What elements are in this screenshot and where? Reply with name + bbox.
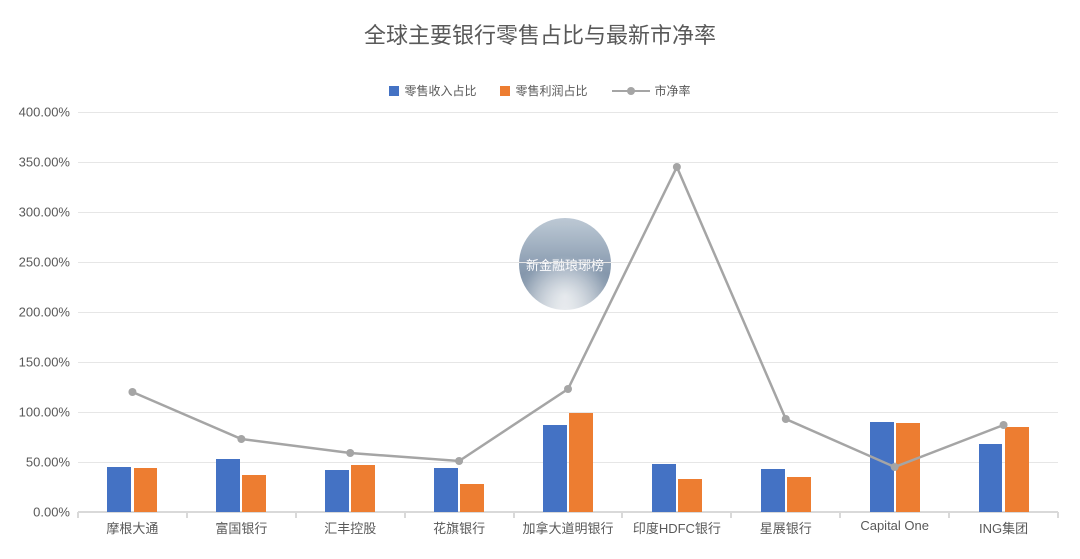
line-path [132, 167, 1003, 467]
x-axis-label: 印度HDFC银行 [633, 518, 721, 537]
x-axis-tick [1057, 512, 1059, 518]
y-axis-label: 50.00% [26, 455, 78, 470]
line-marker [891, 463, 899, 471]
x-axis-label: ING集团 [979, 518, 1028, 537]
y-axis-label: 300.00% [19, 205, 78, 220]
x-axis-label: 摩根大通 [106, 518, 158, 537]
x-axis-tick [295, 512, 297, 518]
y-axis-label: 0.00% [33, 505, 78, 520]
line-marker [455, 457, 463, 465]
legend-item: 零售利润占比 [500, 82, 587, 99]
line-series-svg [78, 112, 1058, 512]
legend-swatch [389, 86, 399, 96]
x-axis-label: 加拿大道明银行 [522, 518, 613, 537]
plot-area: 新金融琅琊榜 0.00%50.00%100.00%150.00%200.00%2… [78, 112, 1058, 512]
line-marker [673, 163, 681, 171]
x-axis-tick [839, 512, 841, 518]
x-axis-label: 星展银行 [760, 518, 812, 537]
chart-container: 全球主要银行零售占比与最新市净率 零售收入占比 零售利润占比 市净率 新金融琅琊榜 … [0, 0, 1080, 559]
chart-title: 全球主要银行零售占比与最新市净率 [0, 18, 1080, 50]
x-axis-tick [404, 512, 406, 518]
line-marker [782, 415, 790, 423]
y-axis-label: 350.00% [19, 155, 78, 170]
y-axis-label: 250.00% [19, 255, 78, 270]
legend-label: 零售利润占比 [515, 82, 587, 99]
legend-label: 市净率 [655, 82, 691, 99]
x-axis-tick [186, 512, 188, 518]
x-axis-label: 花旗银行 [433, 518, 485, 537]
y-axis-label: 150.00% [19, 355, 78, 370]
y-axis-label: 200.00% [19, 305, 78, 320]
line-marker [237, 435, 245, 443]
x-axis-tick [513, 512, 515, 518]
legend-item: 零售收入占比 [389, 82, 476, 99]
legend-label: 零售收入占比 [404, 82, 476, 99]
chart-legend: 零售收入占比 零售利润占比 市净率 [0, 82, 1080, 99]
y-axis-label: 400.00% [19, 105, 78, 120]
line-marker [564, 385, 572, 393]
legend-line-swatch [612, 86, 650, 96]
x-axis-label: Capital One [860, 518, 929, 533]
x-axis-label: 汇丰控股 [324, 518, 376, 537]
x-axis-tick [730, 512, 732, 518]
x-axis-label: 富国银行 [215, 518, 267, 537]
x-axis-tick [948, 512, 950, 518]
legend-item: 市净率 [612, 82, 691, 99]
y-axis-label: 100.00% [19, 405, 78, 420]
line-marker [128, 388, 136, 396]
x-axis-tick [621, 512, 623, 518]
line-marker [1000, 421, 1008, 429]
legend-swatch [500, 86, 510, 96]
x-axis-tick [77, 512, 79, 518]
line-marker [346, 449, 354, 457]
